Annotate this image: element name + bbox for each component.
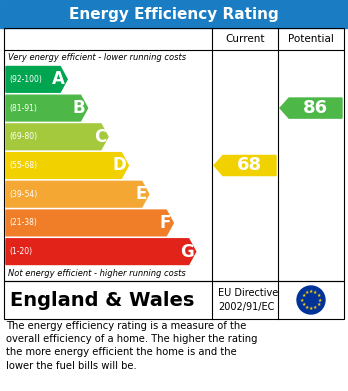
Text: Not energy efficient - higher running costs: Not energy efficient - higher running co… [8, 269, 186, 278]
Text: G: G [180, 243, 194, 261]
Text: (55-68): (55-68) [9, 161, 37, 170]
Text: (1-20): (1-20) [9, 247, 32, 256]
Text: Potential: Potential [288, 34, 334, 44]
Polygon shape [6, 95, 88, 121]
Text: Very energy efficient - lower running costs: Very energy efficient - lower running co… [8, 53, 186, 62]
Text: ★: ★ [301, 302, 306, 307]
Text: A: A [52, 70, 65, 88]
Text: B: B [73, 99, 86, 117]
Circle shape [297, 286, 325, 314]
Text: ★: ★ [316, 293, 321, 298]
Polygon shape [6, 152, 128, 178]
Text: E: E [135, 185, 147, 203]
Text: 68: 68 [237, 156, 262, 174]
Text: Current: Current [225, 34, 265, 44]
Polygon shape [280, 98, 342, 118]
Bar [4, 281, 344, 319]
Text: ★: ★ [309, 306, 313, 311]
Text: ★: ★ [313, 290, 317, 295]
Text: F: F [160, 214, 171, 232]
Text: ★: ★ [304, 290, 309, 295]
Text: C: C [94, 128, 106, 146]
Text: D: D [113, 156, 126, 174]
Text: ★: ★ [316, 302, 321, 307]
Text: (39-54): (39-54) [9, 190, 37, 199]
Text: ★: ★ [300, 298, 304, 303]
Polygon shape [6, 124, 108, 150]
Polygon shape [214, 156, 276, 176]
Text: (92-100): (92-100) [9, 75, 42, 84]
Polygon shape [6, 181, 149, 207]
Text: Energy Efficiency Rating: Energy Efficiency Rating [69, 7, 279, 22]
Text: (21-38): (21-38) [9, 219, 37, 228]
Polygon shape [6, 210, 173, 236]
Text: (69-80): (69-80) [9, 132, 37, 141]
Polygon shape [6, 66, 67, 92]
Polygon shape [6, 239, 196, 264]
Text: 86: 86 [303, 99, 328, 117]
Text: The energy efficiency rating is a measure of the
overall efficiency of a home. T: The energy efficiency rating is a measur… [6, 321, 258, 371]
Text: England & Wales: England & Wales [10, 291, 195, 310]
Text: EU Directive
2002/91/EC: EU Directive 2002/91/EC [218, 289, 278, 312]
Bar [0, 0, 348, 28]
Text: ★: ★ [301, 293, 306, 298]
Text: ★: ★ [309, 289, 313, 294]
Text: ★: ★ [313, 305, 317, 310]
Text: (81-91): (81-91) [9, 104, 37, 113]
Text: ★: ★ [317, 298, 322, 303]
Bar [4, 28, 344, 281]
Text: ★: ★ [304, 305, 309, 310]
